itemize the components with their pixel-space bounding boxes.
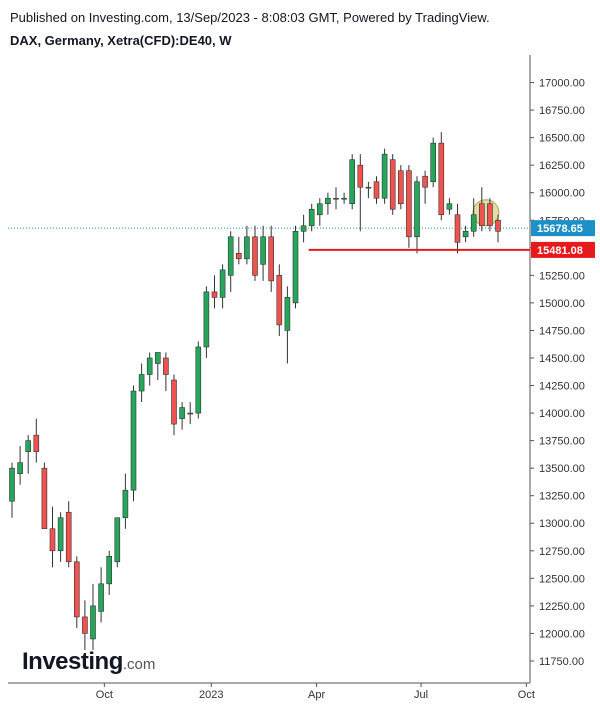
candle-body — [219, 269, 226, 298]
candle-body — [397, 170, 404, 205]
candle-body — [195, 346, 202, 414]
y-tick-label: 16250.00 — [539, 160, 585, 172]
candle-body — [300, 225, 307, 232]
candle-body — [373, 181, 380, 199]
candle-body — [414, 181, 420, 238]
y-tick-label: 13250.00 — [539, 491, 585, 503]
y-tick-label: 16750.00 — [539, 105, 585, 117]
current-price-label-bg — [531, 220, 595, 237]
candle-body — [292, 230, 299, 304]
y-tick-label: 12750.00 — [539, 546, 585, 558]
candle-body — [268, 236, 275, 282]
candle-body — [122, 489, 129, 519]
y-tick-label: 15250.00 — [539, 270, 585, 282]
x-tick-label: Oct — [518, 689, 535, 701]
candle-body — [211, 291, 218, 298]
support-price-label-bg — [531, 241, 595, 258]
candle-body — [276, 275, 283, 326]
candle-body — [41, 467, 48, 530]
logo-main: Investing — [22, 648, 123, 675]
y-tick-label: 12500.00 — [539, 573, 585, 585]
chart-title: DAX, Germany, Xetra(CFD):DE40, W — [10, 33, 232, 48]
candle-body — [381, 153, 388, 199]
candle-body — [389, 159, 396, 210]
x-tick-label: Jul — [414, 689, 428, 701]
candle-body — [106, 555, 112, 585]
candle-body — [57, 517, 64, 552]
candle-body — [252, 236, 258, 276]
candle-body — [187, 412, 193, 415]
candle-body — [357, 164, 364, 188]
highlight-circle — [472, 199, 500, 227]
candle-body — [244, 236, 250, 260]
candle-body — [33, 434, 40, 452]
candle-body — [138, 374, 145, 392]
candle-body — [260, 236, 266, 265]
candle-body — [341, 197, 347, 200]
candle-body — [438, 142, 445, 216]
y-tick-label: 14250.00 — [539, 381, 585, 393]
candle-body — [349, 159, 356, 205]
candle-body — [74, 561, 80, 618]
candle-body — [236, 253, 242, 260]
candle-body — [114, 517, 121, 563]
investing-logo: Investing.com — [22, 648, 155, 676]
candle-body — [316, 203, 323, 216]
x-tick-label: Oct — [96, 689, 113, 701]
candle-body — [17, 462, 23, 474]
y-tick-label: 16500.00 — [539, 133, 585, 145]
candle-body — [203, 291, 210, 348]
y-tick-label: 14500.00 — [539, 353, 585, 365]
candle-body — [462, 230, 469, 238]
candle-body — [49, 528, 56, 552]
y-tick-label: 14750.00 — [539, 325, 585, 337]
y-tick-label: 12250.00 — [539, 601, 585, 613]
x-tick-label: 2023 — [199, 689, 223, 701]
candle-body — [25, 440, 32, 452]
candle-body — [179, 407, 185, 419]
x-tick-label: Apr — [308, 689, 325, 701]
candle-body — [227, 236, 234, 276]
candle-body — [446, 203, 453, 210]
y-tick-label: 13000.00 — [539, 518, 585, 530]
candle-body — [90, 605, 96, 640]
candle-body — [470, 214, 477, 232]
candle-body — [98, 583, 104, 612]
candle-body — [284, 297, 291, 331]
candle-body — [406, 170, 412, 238]
y-tick-label: 13750.00 — [539, 436, 585, 448]
candle-body — [9, 467, 15, 502]
candle-body — [82, 616, 88, 634]
candle-body — [146, 357, 153, 375]
candle-body — [478, 203, 485, 227]
candle-body — [130, 390, 137, 491]
y-tick-label: 15000.00 — [539, 298, 585, 310]
y-tick-label: 11750.00 — [539, 656, 584, 668]
candle-body — [365, 186, 372, 189]
candle-body — [487, 203, 493, 227]
candle-body — [171, 379, 177, 425]
candle-body — [163, 357, 169, 375]
candle-body — [430, 142, 437, 183]
candle-body — [155, 352, 161, 364]
y-tick-label: 12000.00 — [539, 628, 585, 640]
y-tick-label: 17000.00 — [539, 78, 585, 90]
candle-body — [333, 197, 339, 200]
candle-body — [65, 511, 72, 563]
support-price-label: 15481.08 — [537, 245, 583, 257]
logo-sub: .com — [122, 656, 156, 673]
candle-body — [454, 214, 461, 243]
candle-body — [308, 208, 315, 227]
y-tick-label: 14000.00 — [539, 408, 585, 420]
candle-body — [325, 197, 331, 205]
published-caption: Published on Investing.com, 13/Sep/2023 … — [10, 10, 490, 25]
y-tick-label: 13500.00 — [539, 463, 585, 475]
candle-body — [422, 175, 428, 188]
current-price-label: 15678.65 — [537, 223, 583, 235]
candle-body — [495, 219, 501, 232]
y-tick-label: 16000.00 — [539, 188, 585, 200]
